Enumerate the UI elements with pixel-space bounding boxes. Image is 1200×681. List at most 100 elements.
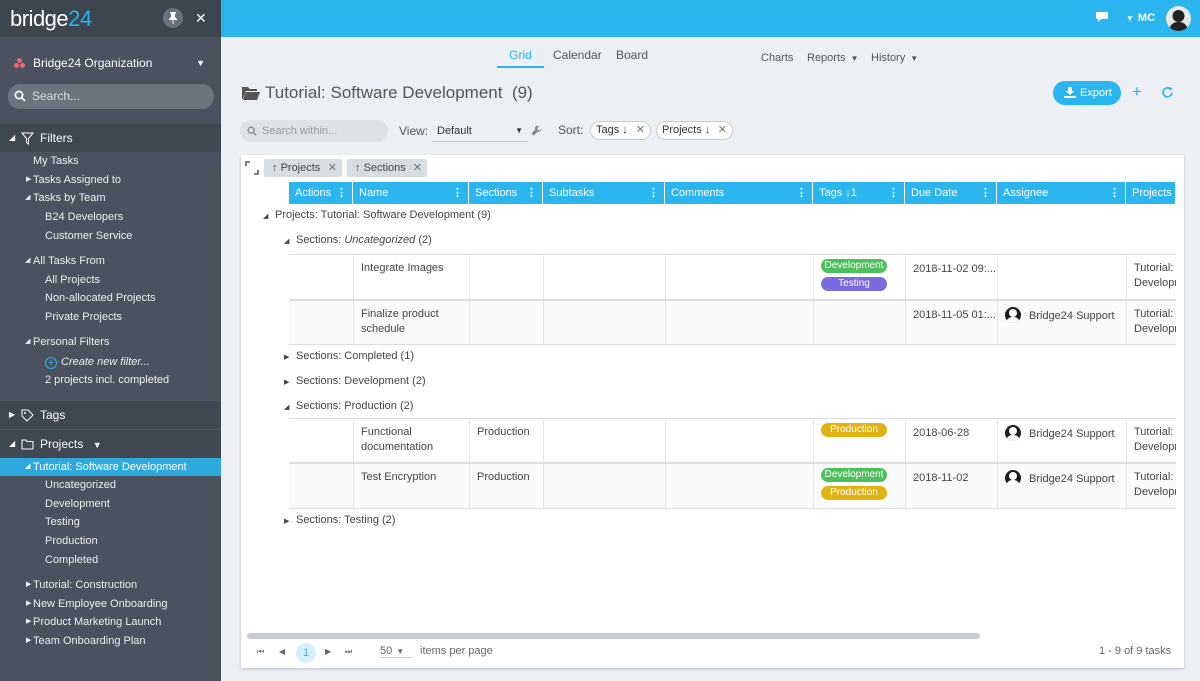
filter-item-tasks-by-team[interactable]: ◢ Tasks by Team <box>0 189 221 207</box>
per-page-select[interactable]: 50 ▼ <box>380 645 412 658</box>
last-page-icon[interactable]: ⏭ <box>345 647 353 656</box>
filter-item-customer-service[interactable]: Customer Service <box>0 227 221 245</box>
tags-cell[interactable] <box>813 301 905 344</box>
filter-item-all-projects[interactable]: All Projects <box>0 271 221 289</box>
group-row-development[interactable]: ▶ Sections: Development (2) <box>284 375 426 387</box>
name-cell[interactable]: Integrate Images <box>353 255 469 299</box>
filter-item-my-tasks[interactable]: My Tasks <box>0 152 221 170</box>
tags-section-header[interactable]: ▶ Tags <box>0 401 221 429</box>
column-header-assignee[interactable]: Assignee ⋮ <box>997 182 1126 204</box>
group-row-project[interactable]: ◢ Projects: Tutorial: Software Developmen… <box>263 209 491 221</box>
prev-page-icon[interactable]: ◀ <box>279 647 286 656</box>
filter-item-tasks-assigned[interactable]: ▶ Tasks Assigned to <box>0 171 221 189</box>
column-header-tags[interactable]: Tags ↓1 ⋮ <box>813 182 905 204</box>
due-date-cell[interactable]: 2018-06-28 <box>905 419 997 462</box>
section-item-testing[interactable]: Testing <box>0 513 221 531</box>
filter-item-non-allocated[interactable]: Non-allocated Projects <box>0 289 221 307</box>
page-button[interactable]: 1 <box>296 643 316 663</box>
sections-cell[interactable]: Production <box>469 464 543 508</box>
assignee-cell[interactable] <box>997 255 1126 299</box>
project-item-team-onboarding[interactable]: ▶ Team Onboarding Plan <box>0 632 221 650</box>
refresh-icon[interactable] <box>1161 86 1174 99</box>
filter-item-all-tasks-from[interactable]: ◢ All Tasks From <box>0 252 221 270</box>
first-page-icon[interactable]: ⏮ <box>257 647 265 656</box>
due-date-cell[interactable]: 2018-11-02 <box>905 464 997 508</box>
tag-badge[interactable]: Development <box>821 259 887 273</box>
user-menu[interactable]: ▼ MC <box>1126 12 1155 24</box>
tags-cell[interactable]: Production <box>813 419 905 462</box>
group-row-testing[interactable]: ▶ Sections: Testing (2) <box>284 514 395 526</box>
column-menu-icon[interactable]: ⋮ <box>452 187 463 199</box>
column-menu-icon[interactable]: ⋮ <box>526 187 537 199</box>
column-menu-icon[interactable]: ⋮ <box>336 187 347 199</box>
tag-badge[interactable]: Production <box>821 486 887 500</box>
chat-icon[interactable] <box>1095 11 1109 23</box>
tag-badge[interactable]: Testing <box>821 277 887 291</box>
sidebar-search-input[interactable]: Search... <box>8 84 214 109</box>
column-header-sections[interactable]: Sections ⋮ <box>469 182 543 204</box>
group-row-production[interactable]: ◢ Sections: Production (2) <box>284 400 413 412</box>
column-header-projects[interactable]: Projects <box>1126 182 1176 204</box>
column-header-subtasks[interactable]: Subtasks ⋮ <box>543 182 665 204</box>
tags-cell[interactable]: Development Testing <box>813 255 905 299</box>
column-header-comments[interactable]: Comments ⋮ <box>665 182 813 204</box>
export-button[interactable]: Export <box>1053 81 1121 105</box>
project-item-construction[interactable]: ▶ Tutorial: Construction <box>0 576 221 594</box>
filter-item-2-projects[interactable]: 2 projects incl. completed <box>0 371 221 389</box>
close-icon[interactable]: ✕ <box>412 162 422 174</box>
history-menu[interactable]: History ▼ <box>871 52 918 64</box>
column-header-name[interactable]: Name ⋮ <box>353 182 469 204</box>
tag-badge[interactable]: Development <box>821 468 887 482</box>
section-item-completed[interactable]: Completed <box>0 551 221 569</box>
assignee-cell[interactable]: Bridge24 Support <box>997 301 1126 344</box>
project-item-marketing[interactable]: ▶ Product Marketing Launch <box>0 613 221 631</box>
name-cell[interactable]: Functional documentation <box>353 419 469 462</box>
column-menu-icon[interactable]: ⋮ <box>796 187 807 199</box>
tab-calendar[interactable]: Calendar <box>553 48 602 68</box>
filter-item-b24-developers[interactable]: B24 Developers <box>0 208 221 226</box>
tab-board[interactable]: Board <box>616 48 648 68</box>
table-row[interactable]: Finalize product schedule 2018-11-05 01:.… <box>289 300 1176 345</box>
create-filter-link[interactable]: + Create new filter... <box>0 353 221 371</box>
name-cell[interactable]: Finalize product schedule <box>353 301 469 344</box>
actions-cell[interactable] <box>289 301 353 344</box>
assignee-cell[interactable]: Bridge24 Support <box>997 419 1126 462</box>
group-chip-sections[interactable]: ↑ Sections ✕ <box>347 159 427 177</box>
column-header-actions[interactable]: Actions ⋮ <box>289 182 353 204</box>
table-row[interactable]: Integrate Images Development Testing 201… <box>289 254 1176 300</box>
charts-link[interactable]: Charts <box>761 52 793 64</box>
pin-icon[interactable] <box>163 8 183 28</box>
column-menu-icon[interactable]: ⋮ <box>1109 187 1120 199</box>
group-chip-projects[interactable]: ↑ Projects ✕ <box>264 159 342 177</box>
section-item-uncategorized[interactable]: Uncategorized <box>0 476 221 494</box>
group-row-completed[interactable]: ▶ Sections: Completed (1) <box>284 350 414 362</box>
close-icon[interactable]: ✕ <box>327 162 337 174</box>
tag-badge[interactable]: Production <box>821 423 887 437</box>
close-icon[interactable]: ✕ <box>195 10 207 26</box>
assignee-cell[interactable]: Bridge24 Support <box>997 464 1126 508</box>
project-item-onboarding[interactable]: ▶ New Employee Onboarding <box>0 595 221 613</box>
column-menu-icon[interactable]: ⋮ <box>888 187 899 199</box>
column-header-due-date[interactable]: Due Date ⋮ <box>905 182 997 204</box>
next-page-icon[interactable]: ▶ <box>325 647 332 656</box>
projects-section-header[interactable]: ◢ Projects ▼ <box>0 430 221 458</box>
expand-icon[interactable] <box>245 161 259 175</box>
column-menu-icon[interactable]: ⋮ <box>980 187 991 199</box>
actions-cell[interactable] <box>289 419 353 462</box>
column-menu-icon[interactable]: ⋮ <box>648 187 659 199</box>
group-row-uncategorized[interactable]: ◢ Sections: Uncategorized (2) <box>284 234 432 246</box>
tags-cell[interactable]: Development Production <box>813 464 905 508</box>
due-date-cell[interactable]: 2018-11-02 09:... <box>905 255 997 299</box>
filter-item-personal-filters[interactable]: ◢ Personal Filters <box>0 333 221 351</box>
reports-menu[interactable]: Reports ▼ <box>807 52 858 64</box>
name-cell[interactable]: Test Encryption <box>353 464 469 508</box>
add-task-icon[interactable]: + <box>1132 82 1142 101</box>
table-row[interactable]: Test Encryption Production Development P… <box>289 463 1176 509</box>
search-within-input[interactable]: Search within... <box>240 120 388 142</box>
filter-item-private-projects[interactable]: Private Projects <box>0 308 221 326</box>
due-date-cell[interactable]: 2018-11-05 01:... <box>905 301 997 344</box>
sort-chip-tags[interactable]: Tags ↓ ✕ <box>590 121 651 140</box>
actions-cell[interactable] <box>289 255 353 299</box>
tab-grid[interactable]: Grid <box>497 48 544 68</box>
project-item-active[interactable]: ◢ Tutorial: Software Development <box>0 458 221 476</box>
